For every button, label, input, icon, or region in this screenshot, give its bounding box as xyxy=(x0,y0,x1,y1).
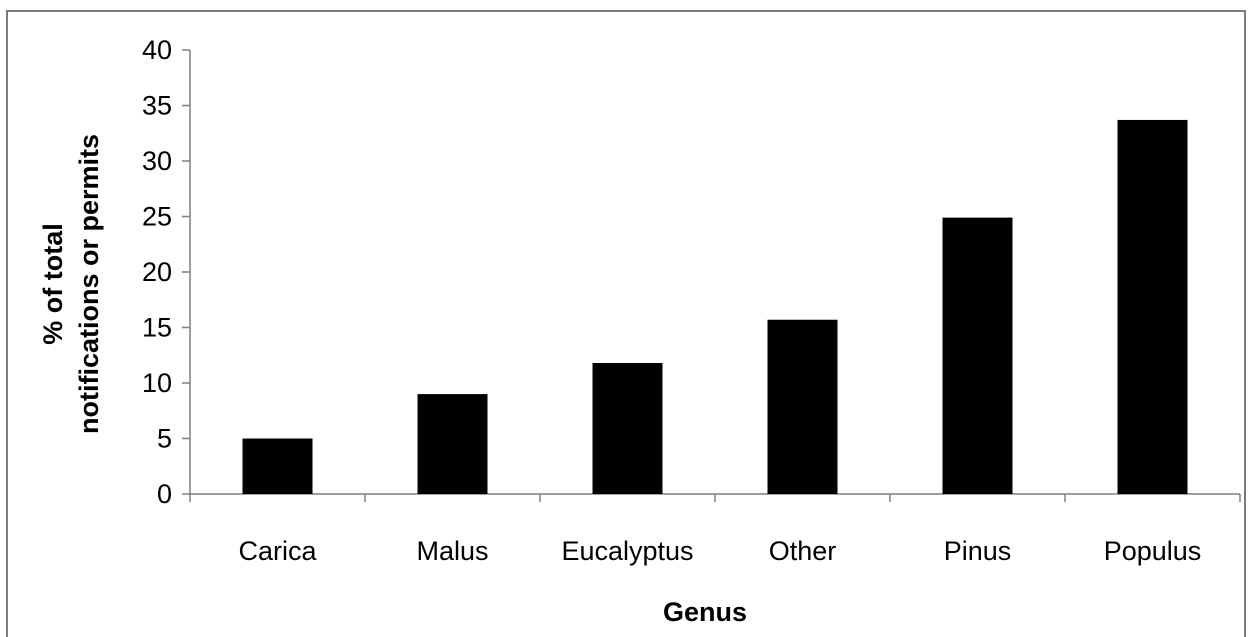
bar-malus xyxy=(417,394,488,494)
bar-pinus xyxy=(942,217,1013,495)
y-tick-label: 0 xyxy=(157,479,172,509)
x-axis-title: Genus xyxy=(663,597,747,627)
y-tick-label: 10 xyxy=(142,368,172,398)
y-tick-label: 35 xyxy=(142,91,172,121)
x-tick-label: Malus xyxy=(416,536,488,566)
y-axis: 0 5 10 15 20 25 30 35 40 xyxy=(142,35,191,509)
y-tick-label: 20 xyxy=(142,257,172,287)
y-axis-title-line1: % of total xyxy=(38,223,68,345)
x-axis xyxy=(189,493,1241,502)
bar-carica xyxy=(242,438,313,494)
y-tick-label: 15 xyxy=(142,313,172,343)
x-tick-labels: Carica Malus Eucalyptus Other Pinus Populus xyxy=(238,536,1201,566)
bars xyxy=(242,119,1188,495)
bar-eucalyptus xyxy=(592,363,663,494)
bar-populus xyxy=(1117,119,1188,495)
bar-other xyxy=(767,319,838,494)
x-tick-label: Populus xyxy=(1104,536,1202,566)
y-tick-label: 30 xyxy=(142,146,172,176)
x-tick-label: Other xyxy=(769,536,837,566)
y-axis-title-line2: notifications or permits xyxy=(74,134,104,434)
y-tick-label: 5 xyxy=(157,424,172,454)
x-tick-label: Pinus xyxy=(944,536,1012,566)
x-tick-label: Carica xyxy=(238,536,317,566)
chart-frame xyxy=(6,10,1246,637)
x-tick-label: Eucalyptus xyxy=(561,536,693,566)
y-tick-label: 40 xyxy=(142,35,172,65)
y-tick-label: 25 xyxy=(142,202,172,232)
